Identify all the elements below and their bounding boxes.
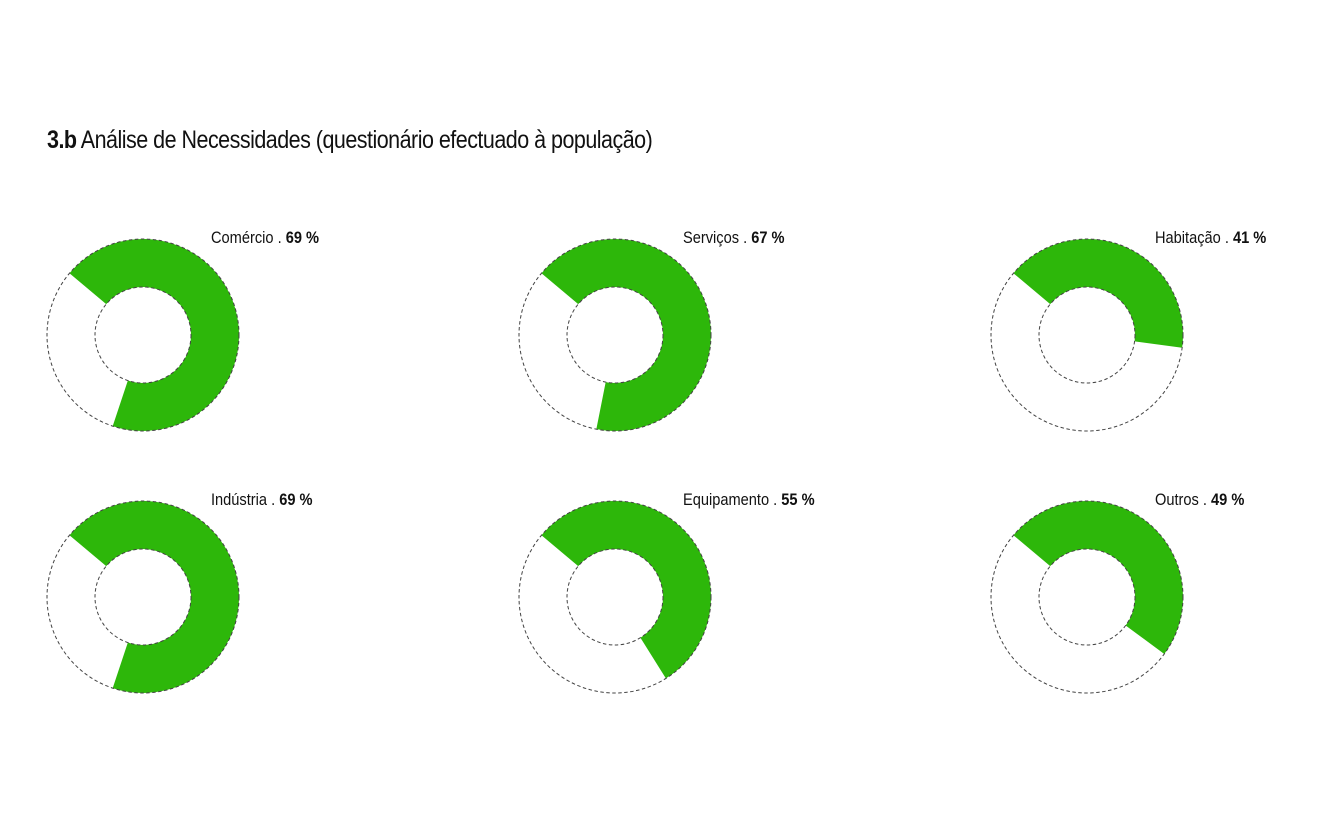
donut-label-value: 69 % [286,229,319,247]
donut-label-value: 55 % [781,491,814,509]
donut-segment [1013,238,1183,348]
donut-chart: Comércio . 69 % [46,229,319,432]
donut-label-name: Outros . [1155,491,1211,509]
donut-chart: Equipamento . 55 % [518,491,815,694]
donut-outer-outline [46,500,240,694]
donut-chart: Serviços . 67 % [518,229,785,432]
donut-label-value: 69 % [279,491,312,509]
donut-outer-outline [990,500,1184,694]
donut-label-name: Comércio . [211,229,286,247]
donut-label-name: Equipamento . [683,491,781,509]
page-title-text: Análise de Necessidades (questionário ef… [80,126,653,154]
donut-outer-outline [518,238,712,432]
donut-inner-outline [94,286,192,384]
donut-segment [69,501,240,693]
donut-segment [541,238,711,431]
donut-label: Indústria . 69 % [211,491,313,509]
donut-label: Equipamento . 55 % [683,491,815,509]
donut-segment [1013,501,1183,654]
donut-label-value: 67 % [751,229,784,247]
donut-label-value: 41 % [1233,229,1266,247]
donut-outer-outline [990,238,1184,432]
donut-label-name: Indústria . [211,491,279,509]
page-title: 3.b Análise de Necessidades (questionári… [47,126,653,155]
donut-segment [541,501,711,679]
donut-outer-outline [46,238,240,432]
donut-inner-outline [94,548,192,646]
donut-label-name: Habitação . [1155,229,1233,247]
donut-chart: Indústria . 69 % [46,491,313,694]
donut-chart: Habitação . 41 % [990,229,1266,432]
donut-label: Serviços . 67 % [683,229,785,247]
donut-label: Habitação . 41 % [1155,229,1266,247]
donut-label-value: 49 % [1211,491,1244,509]
donut-segment [69,239,240,431]
donut-chart: Outros . 49 % [990,491,1244,694]
donut-inner-outline [1038,548,1136,646]
donut-label: Outros . 49 % [1155,491,1244,509]
donut-label-name: Serviços . [683,229,751,247]
donut-inner-outline [566,286,664,384]
donut-outer-outline [518,500,712,694]
donut-inner-outline [1038,286,1136,384]
donut-label: Comércio . 69 % [211,229,319,247]
page-title-number: 3.b [47,126,77,154]
donut-inner-outline [566,548,664,646]
